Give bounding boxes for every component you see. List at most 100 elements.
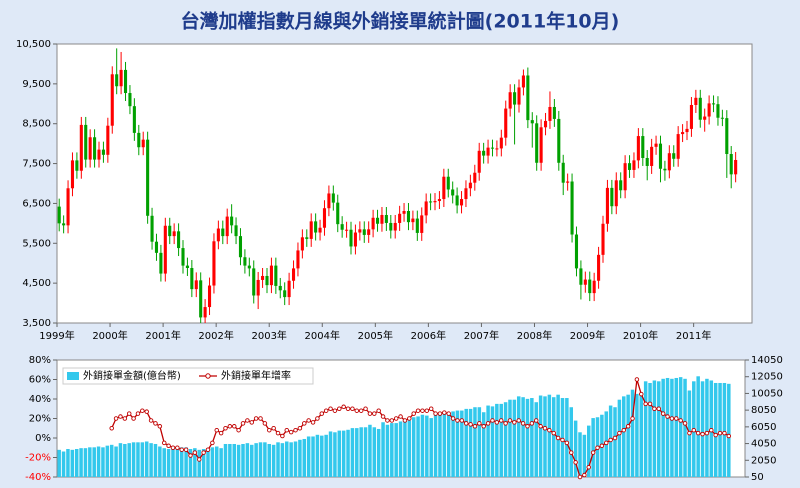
- bar: [587, 425, 591, 477]
- line-marker: [682, 421, 688, 426]
- bar: [657, 381, 661, 477]
- line-marker: [726, 433, 732, 439]
- candle-body: [424, 201, 428, 216]
- candle-body: [278, 285, 282, 291]
- candle-body: [614, 180, 618, 207]
- candle-body: [446, 176, 450, 190]
- y-tick-label: 60%: [29, 375, 51, 386]
- candle-body: [477, 150, 481, 173]
- bar: [363, 427, 368, 477]
- line-marker: [674, 416, 679, 421]
- candle-body: [314, 221, 318, 233]
- bar: [635, 393, 639, 477]
- line-marker: [205, 447, 211, 452]
- line-marker: [122, 416, 128, 421]
- x-tick-label: 2003年: [251, 329, 286, 342]
- candle-body: [433, 201, 437, 203]
- candle-body: [543, 120, 548, 128]
- bar: [175, 447, 180, 477]
- line-marker: [660, 411, 666, 416]
- candle-body: [597, 254, 601, 281]
- bar: [481, 412, 486, 477]
- line-marker: [275, 430, 281, 436]
- candle-body: [393, 222, 397, 231]
- bar: [473, 407, 477, 477]
- bar: [144, 441, 149, 477]
- bar: [285, 441, 289, 477]
- line-marker: [267, 427, 272, 433]
- candle-body: [389, 222, 393, 231]
- line-marker: [560, 437, 565, 443]
- bar: [341, 430, 346, 477]
- candle-body: [367, 229, 371, 235]
- line-marker: [232, 424, 237, 429]
- legend-label: 外銷接單金額(億台幣): [83, 369, 181, 382]
- bar: [543, 396, 547, 477]
- candle-body: [490, 147, 495, 149]
- candle-body: [190, 267, 194, 290]
- bar: [455, 410, 460, 477]
- bar: [516, 396, 521, 477]
- line-marker: [179, 447, 184, 452]
- bar: [267, 443, 272, 477]
- bar: [622, 396, 626, 477]
- top-panel: [56, 43, 753, 324]
- candle-body: [154, 241, 159, 253]
- line-marker: [218, 430, 224, 436]
- line-marker: [586, 465, 592, 470]
- candle-body: [451, 189, 455, 196]
- candle-body: [729, 154, 733, 175]
- candle-body: [283, 290, 287, 298]
- candle-body: [163, 225, 167, 274]
- bar: [433, 412, 438, 477]
- line-marker: [297, 426, 303, 431]
- candle-body: [561, 162, 565, 183]
- candle-body: [150, 215, 154, 242]
- bar: [232, 443, 237, 477]
- candle-body: [331, 193, 335, 203]
- line-marker: [625, 424, 631, 429]
- bar: [263, 442, 267, 477]
- bar: [547, 394, 552, 477]
- line-marker: [175, 445, 180, 451]
- line-marker: [188, 453, 193, 458]
- line-marker: [350, 406, 355, 412]
- line-marker: [713, 432, 718, 438]
- candle-body: [455, 195, 459, 206]
- bar: [398, 421, 403, 477]
- bar: [530, 398, 534, 477]
- line-marker: [621, 427, 627, 433]
- bar: [674, 377, 679, 477]
- candle-body: [384, 214, 388, 223]
- x-tick-label: 2007年: [464, 329, 499, 342]
- candle-body: [513, 92, 517, 105]
- line-marker: [201, 450, 206, 455]
- bar: [241, 443, 245, 477]
- line-marker: [161, 440, 167, 446]
- candle-body: [141, 139, 145, 148]
- bar: [127, 443, 131, 477]
- candle-body: [548, 106, 552, 121]
- candle-body: [707, 103, 711, 117]
- bar: [114, 446, 118, 477]
- candle-body: [530, 120, 534, 124]
- bar: [464, 408, 468, 477]
- bar: [337, 430, 342, 477]
- line-marker: [704, 430, 710, 436]
- bar: [722, 382, 727, 477]
- line-marker: [428, 406, 434, 412]
- y-tick-label: 0%: [35, 433, 51, 444]
- y-tick-label: 5,500: [22, 238, 51, 249]
- bar: [333, 432, 337, 477]
- line-marker: [306, 418, 311, 423]
- line-marker: [498, 418, 504, 423]
- line-marker: [118, 414, 123, 419]
- bar: [700, 381, 705, 477]
- line-marker: [319, 411, 325, 416]
- bar: [372, 427, 377, 477]
- candle-body: [654, 143, 658, 147]
- candle-body: [725, 118, 729, 155]
- bar: [245, 443, 250, 477]
- candle-body: [336, 202, 340, 225]
- candle-body: [291, 268, 296, 281]
